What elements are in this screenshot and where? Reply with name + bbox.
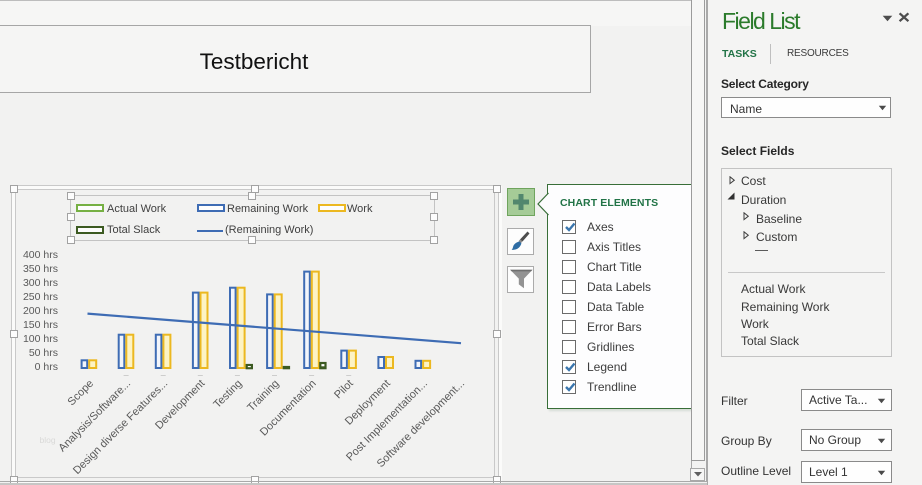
svg-text:350 hrs: 350 hrs bbox=[23, 263, 58, 275]
svg-text:150 hrs: 150 hrs bbox=[23, 319, 58, 331]
svg-text:0 hrs: 0 hrs bbox=[35, 361, 58, 373]
svg-text:50 hrs: 50 hrs bbox=[29, 347, 58, 359]
svg-text:Analysis/Software...: Analysis/Software... bbox=[56, 378, 133, 455]
svg-text:200 hrs: 200 hrs bbox=[23, 305, 58, 317]
svg-text:Scope: Scope bbox=[66, 378, 97, 409]
svg-text:300 hrs: 300 hrs bbox=[23, 277, 58, 289]
svg-text:Pilot: Pilot bbox=[332, 378, 356, 402]
svg-text:Testing: Testing bbox=[211, 378, 244, 411]
svg-text:Training: Training bbox=[245, 378, 281, 414]
svg-text:400 hrs: 400 hrs bbox=[23, 249, 58, 261]
svg-text:250 hrs: 250 hrs bbox=[23, 291, 58, 303]
svg-text:100 hrs: 100 hrs bbox=[23, 333, 58, 345]
svg-text:blog: blog bbox=[40, 435, 56, 445]
